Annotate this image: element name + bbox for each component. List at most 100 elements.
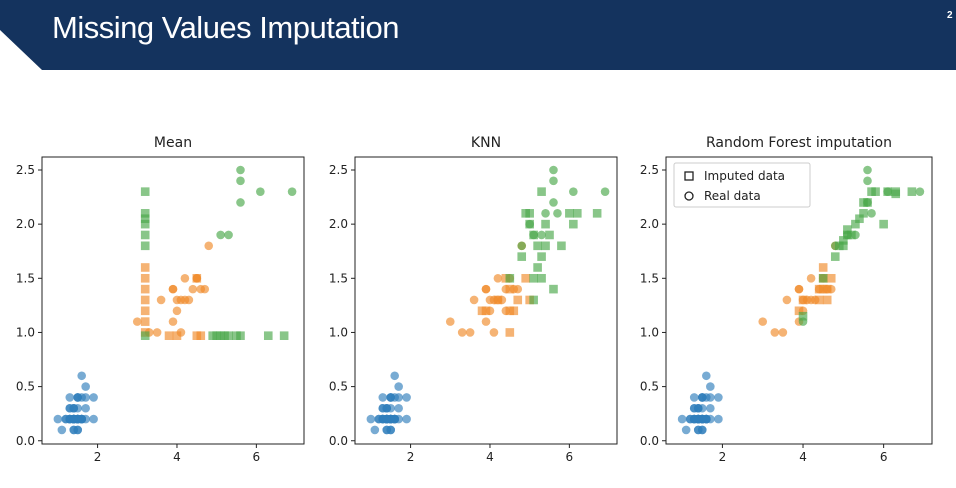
data-point xyxy=(814,295,824,305)
slide-title: Missing Values Imputation xyxy=(52,10,400,45)
data-point xyxy=(481,317,491,326)
data-point xyxy=(891,189,901,199)
data-point xyxy=(541,219,550,229)
data-point xyxy=(366,414,376,424)
data-point xyxy=(859,209,868,218)
data-point xyxy=(529,273,538,283)
data-point xyxy=(871,187,880,196)
data-point xyxy=(164,331,174,340)
data-point xyxy=(172,306,182,316)
data-point xyxy=(53,414,63,424)
chart-title: Mean xyxy=(154,135,192,151)
data-point xyxy=(549,176,558,186)
x-tick-label: 4 xyxy=(799,450,807,464)
data-point xyxy=(402,414,411,424)
legend-label: Imputed data xyxy=(704,169,785,183)
y-tick-label: 1.0 xyxy=(329,325,348,339)
legend-label: Real data xyxy=(704,189,761,203)
chart-panel-3: Random Forest imputation 2 4 6 0.0 0.5 1.0 1.5 2… xyxy=(640,135,933,464)
data-point xyxy=(180,295,190,305)
data-point xyxy=(592,209,602,218)
data-point xyxy=(81,403,90,413)
data-point xyxy=(830,252,840,261)
x-tick-label: 2 xyxy=(94,450,102,464)
data-point xyxy=(172,331,182,340)
data-point xyxy=(851,219,860,229)
data-point xyxy=(287,187,297,196)
data-point xyxy=(521,273,530,283)
data-point xyxy=(714,414,723,424)
data-point xyxy=(549,165,558,175)
data-point xyxy=(706,382,715,391)
series-setosa xyxy=(53,371,98,435)
data-point xyxy=(370,425,380,435)
data-point xyxy=(569,219,578,229)
data-point xyxy=(714,393,723,402)
data-point xyxy=(140,273,150,283)
data-point xyxy=(600,187,610,196)
y-tick-label: 2.5 xyxy=(16,163,35,177)
data-point xyxy=(867,209,876,218)
data-point xyxy=(156,295,166,305)
data-point xyxy=(706,403,715,413)
x-tick-label: 2 xyxy=(719,450,727,464)
data-point xyxy=(778,328,788,337)
data-point xyxy=(517,241,527,251)
data-point xyxy=(140,331,150,340)
y-tick-label: 1.5 xyxy=(16,271,35,285)
y-tick-label: 2.0 xyxy=(16,217,35,231)
data-point xyxy=(168,284,178,294)
y-tick-label: 0.5 xyxy=(16,380,35,394)
data-point xyxy=(263,331,273,340)
data-point xyxy=(394,382,403,391)
data-point xyxy=(907,187,917,196)
data-point xyxy=(180,273,190,283)
data-point xyxy=(402,393,411,402)
data-point xyxy=(770,328,780,337)
data-point xyxy=(196,331,206,340)
data-point xyxy=(537,273,546,283)
data-point xyxy=(192,273,202,283)
data-point xyxy=(883,187,892,196)
data-point xyxy=(73,393,83,402)
data-point xyxy=(493,295,503,305)
data-point xyxy=(677,414,687,424)
series-virginica-real xyxy=(216,165,297,240)
data-point xyxy=(89,393,98,402)
data-point xyxy=(465,328,475,337)
data-point xyxy=(224,331,233,340)
y-tick-label: 1.0 xyxy=(640,325,659,339)
data-point xyxy=(493,273,503,283)
axes-frame xyxy=(665,156,933,445)
y-tick-label: 0.5 xyxy=(329,380,348,394)
data-point xyxy=(216,230,225,240)
data-point xyxy=(529,295,538,305)
y-tick-label: 0.0 xyxy=(16,434,35,448)
data-point xyxy=(553,209,562,218)
data-point xyxy=(394,403,403,413)
data-point xyxy=(863,165,872,175)
data-point xyxy=(839,236,848,245)
x-tick-label: 6 xyxy=(253,450,261,464)
y-tick-label: 0.0 xyxy=(640,434,659,448)
y-tick-label: 2.5 xyxy=(640,163,659,177)
data-point xyxy=(794,306,804,316)
data-point xyxy=(505,273,515,283)
data-point xyxy=(565,209,574,218)
legend-circle-marker xyxy=(684,191,694,201)
title-banner: Missing Values Imputation 2 xyxy=(0,0,956,70)
data-point xyxy=(89,414,98,424)
series-setosa xyxy=(677,371,723,435)
x-tick-label: 6 xyxy=(566,450,574,464)
data-point xyxy=(509,306,519,316)
data-point xyxy=(798,295,808,305)
data-point xyxy=(140,295,150,305)
banner-shape xyxy=(0,0,956,70)
data-point xyxy=(806,273,816,283)
data-point xyxy=(505,284,515,294)
data-point xyxy=(256,187,265,196)
data-point xyxy=(794,284,804,294)
data-point xyxy=(69,403,79,413)
data-point xyxy=(489,328,499,337)
chart-title: KNN xyxy=(471,135,501,151)
